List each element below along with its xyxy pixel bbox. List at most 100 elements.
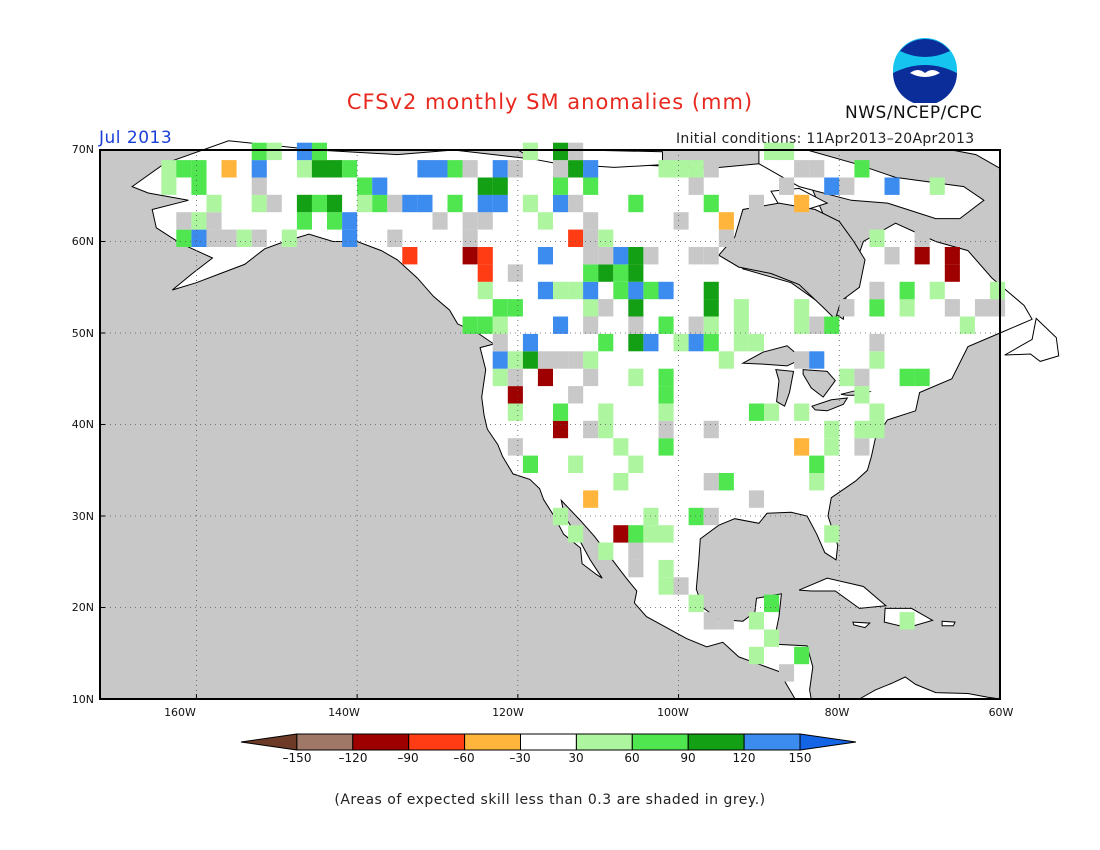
anomaly-cell: [537, 281, 553, 300]
anomaly-cell: [191, 212, 207, 230]
anomaly-cell: [643, 507, 659, 526]
anomaly-cell: [779, 142, 795, 161]
anomaly-cell: [764, 403, 780, 421]
anomaly-cell: [869, 333, 885, 352]
anomaly-cell: [824, 420, 840, 439]
anomaly-cell: [176, 229, 192, 247]
anomaly-cell: [824, 438, 840, 456]
anomaly-cell: [417, 194, 433, 213]
anomaly-cell: [191, 160, 207, 178]
agency-label: NWS/NCEP/CPC: [845, 103, 983, 123]
anomaly-cell: [688, 247, 704, 265]
anomaly-cell: [658, 525, 674, 543]
anomaly-cell: [779, 177, 795, 195]
anomaly-cell: [553, 160, 569, 178]
anomaly-cell: [944, 299, 960, 317]
anomaly-cell: [658, 559, 674, 578]
anomaly-cell: [553, 142, 569, 161]
anomaly-cell: [583, 368, 599, 387]
jamaica: [852, 621, 871, 629]
colorbar-arrow-high: [799, 733, 856, 751]
lon-label-140w: 140W: [328, 706, 360, 719]
anomaly-cell: [658, 160, 674, 178]
anomaly-cell: [703, 194, 719, 213]
anomaly-cell: [688, 160, 704, 178]
initial-conditions-label: Initial conditions: 11Apr2013–20Apr2013: [676, 131, 975, 147]
colorbar-tick: –120: [338, 751, 368, 765]
anomaly-cell: [839, 368, 855, 387]
colorbar-box: [631, 733, 689, 751]
anomaly-cell: [387, 229, 403, 247]
anomaly-cell: [764, 142, 780, 161]
anomaly-cell: [718, 229, 734, 247]
anomaly-cell: [658, 420, 674, 439]
anomaly-cell: [251, 160, 267, 178]
anomaly-cell: [568, 351, 584, 369]
lon-label-160w: 160W: [164, 706, 196, 719]
anomaly-cell: [583, 229, 599, 247]
anomaly-cell: [658, 386, 674, 404]
anomaly-cell: [869, 299, 885, 317]
colorbar-tick: 60: [624, 751, 640, 765]
anomaly-cell: [598, 542, 614, 560]
anomaly-cell: [206, 229, 222, 247]
lat-label-20n: 20N: [71, 601, 94, 614]
anomaly-cell: [221, 229, 237, 247]
anomaly-cell: [718, 612, 734, 630]
anomaly-cell: [522, 333, 538, 352]
lat-label-70n: 70N: [71, 143, 94, 156]
anomaly-cell: [688, 316, 704, 334]
anomaly-cell: [568, 455, 584, 473]
anomaly-cell: [281, 229, 297, 247]
anomaly-cell: [703, 316, 719, 334]
anomaly-cell: [477, 316, 493, 334]
anomaly-cell: [673, 333, 689, 352]
anomaly-cell: [643, 525, 659, 543]
anomaly-cell: [914, 229, 930, 247]
anomaly-cell: [191, 177, 207, 195]
anomaly-cell: [598, 403, 614, 421]
anomaly-cell: [296, 160, 312, 178]
anomaly-cell: [990, 281, 1006, 300]
anomaly-cell: [839, 299, 855, 317]
anomaly-cell: [447, 160, 463, 178]
anomaly-cell: [342, 229, 358, 247]
anomaly-cell: [311, 194, 327, 213]
anomaly-cell: [553, 316, 569, 334]
anomaly-cell: [794, 160, 810, 178]
anomaly-cell: [583, 316, 599, 334]
anomaly-cell: [568, 281, 584, 300]
anomaly-cell: [748, 403, 764, 421]
anomaly-cell: [613, 438, 629, 456]
anomaly-cell: [643, 281, 659, 300]
anomaly-cell: [658, 316, 674, 334]
anomaly-cell: [583, 490, 599, 508]
anomaly-cell: [206, 194, 222, 213]
anomaly-cell: [990, 299, 1006, 317]
anomaly-cell: [372, 194, 388, 213]
anomaly-cell: [266, 142, 282, 161]
anomaly-cell: [357, 194, 373, 213]
anomaly-cell: [507, 438, 523, 456]
anomaly-cell: [628, 455, 644, 473]
anomaly-cell: [944, 247, 960, 265]
lat-label-10n: 10N: [71, 693, 94, 706]
anomaly-cell: [492, 299, 508, 317]
anomaly-cell: [477, 281, 493, 300]
anomaly-cell: [703, 507, 719, 526]
anomaly-cell: [568, 386, 584, 404]
anomaly-cell: [327, 194, 343, 213]
anomaly-cell: [854, 386, 870, 404]
anomaly-cell: [342, 160, 358, 178]
anomaly-cell: [703, 247, 719, 265]
anomaly-cell: [507, 351, 523, 369]
anomaly-cell: [296, 142, 312, 161]
anomaly-cell: [477, 247, 493, 265]
anomaly-cell: [718, 351, 734, 369]
anomaly-cell: [794, 299, 810, 317]
anomaly-cell: [703, 281, 719, 300]
lon-label-60w: 60W: [988, 706, 1014, 719]
anomaly-cell: [748, 646, 764, 665]
anomaly-cell: [462, 316, 478, 334]
